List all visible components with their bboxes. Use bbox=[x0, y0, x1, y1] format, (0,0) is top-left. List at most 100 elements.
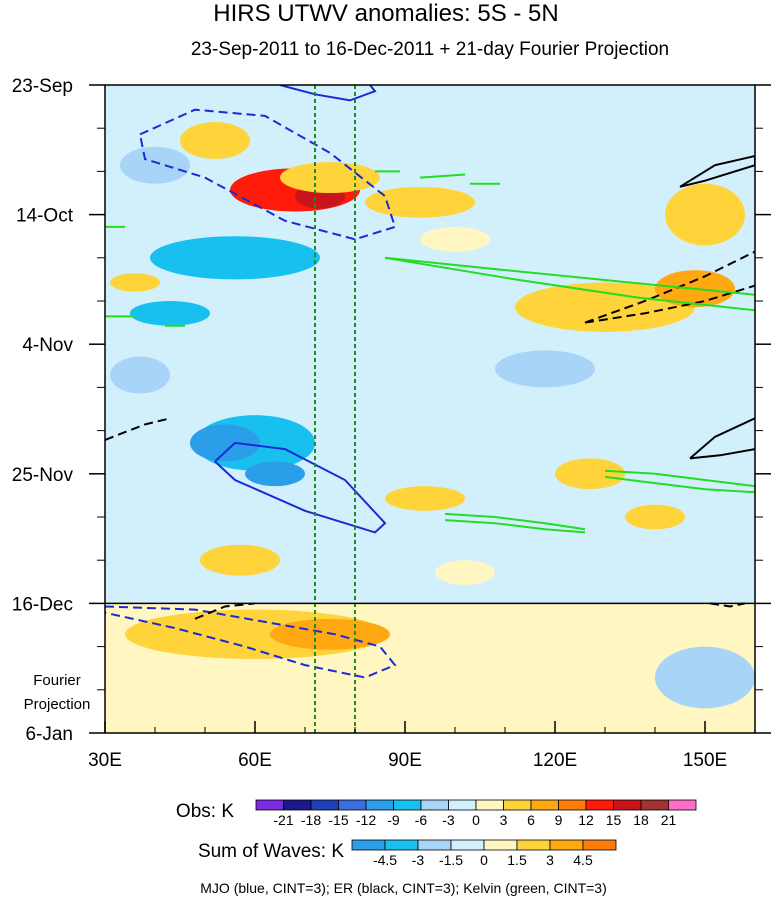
anomaly-blob bbox=[245, 461, 305, 487]
legend-swatch bbox=[558, 799, 587, 811]
anomaly-blob bbox=[150, 236, 320, 280]
legend-swatch bbox=[475, 799, 504, 811]
legend-level-label: 3 bbox=[500, 812, 508, 828]
mjo-contour bbox=[214, 441, 387, 534]
legend-swatch bbox=[450, 839, 485, 851]
mjo-contour bbox=[105, 605, 397, 679]
chart-subtitle: 23-Sep-2011 to 16-Dec-2011 + 21-day Four… bbox=[190, 39, 670, 60]
er-contour bbox=[679, 154, 755, 188]
legend-swatch bbox=[503, 799, 532, 811]
y-tick-label: 23-Sep bbox=[12, 76, 73, 97]
kelvin-contour bbox=[444, 512, 586, 531]
er-contour bbox=[105, 417, 171, 441]
legend-swatch bbox=[448, 799, 477, 811]
legend-swatch bbox=[365, 799, 394, 811]
legend-swatch bbox=[384, 839, 419, 851]
legend-swatch bbox=[549, 839, 584, 851]
er-contour bbox=[194, 602, 256, 620]
legend-swatch bbox=[668, 799, 697, 811]
anomaly-blob bbox=[435, 560, 495, 585]
legend-level-label: 1.5 bbox=[507, 852, 527, 868]
anomaly-blob bbox=[130, 301, 210, 326]
legend-swatch bbox=[393, 799, 422, 811]
legend-level-label: 3 bbox=[546, 852, 554, 868]
projection-label: Fourier bbox=[33, 672, 81, 689]
anomaly-field bbox=[105, 85, 755, 733]
legend-level-label: 0 bbox=[480, 852, 488, 868]
legend-swatch bbox=[613, 799, 642, 811]
chart-footnote: MJO (blue, CINT=3); ER (black, CINT=3); … bbox=[200, 880, 607, 896]
anomaly-blob bbox=[405, 609, 605, 647]
kelvin-contour bbox=[384, 256, 755, 312]
anomaly-blob bbox=[110, 273, 160, 292]
kelvin-contour bbox=[604, 475, 755, 494]
reference-lines bbox=[105, 85, 755, 733]
legend-swatch bbox=[338, 799, 367, 811]
x-tick-label: 30E bbox=[88, 750, 122, 771]
legend-level-label: 0 bbox=[472, 812, 480, 828]
er-contour bbox=[689, 417, 755, 460]
legend-level-label: 12 bbox=[578, 812, 594, 828]
x-tick-label: 60E bbox=[238, 750, 272, 771]
anomaly-blob bbox=[655, 646, 755, 709]
legend-level-label: 9 bbox=[555, 812, 563, 828]
anomaly-blob bbox=[385, 486, 465, 511]
kelvin-contour bbox=[419, 173, 466, 179]
projection-label: Projection bbox=[24, 696, 91, 713]
legend-level-label: -1.5 bbox=[439, 852, 463, 868]
legend-swatch bbox=[516, 839, 551, 851]
legend-swatch bbox=[310, 799, 339, 811]
legend-level-label: 4.5 bbox=[573, 852, 593, 868]
legend-level-label: -21 bbox=[273, 812, 293, 828]
legend-level-label: -18 bbox=[301, 812, 321, 828]
chart-title: HIRS UTWV anomalies: 5S - 5N bbox=[213, 0, 559, 27]
legend-swatch bbox=[283, 799, 312, 811]
legend-level-label: 21 bbox=[661, 812, 677, 828]
er-contour bbox=[689, 448, 755, 460]
legend-level-label: -3 bbox=[442, 812, 455, 828]
legend-swatch bbox=[530, 799, 559, 811]
legend-level-label: 15 bbox=[606, 812, 622, 828]
legend-swatch bbox=[585, 799, 614, 811]
kelvin-contour bbox=[384, 256, 755, 296]
obs-legend: -21 -18 -15 -12 -9 -6 -3 0 3 6 9 12 15 18 21 Obs: K bbox=[176, 799, 697, 828]
legend-level-label: -3 bbox=[412, 852, 425, 868]
legend-level-label: -12 bbox=[356, 812, 376, 828]
anomaly-blob bbox=[515, 282, 695, 332]
plot-frame bbox=[104, 84, 756, 734]
er-contour bbox=[709, 602, 746, 608]
legend-level-label: 18 bbox=[633, 812, 649, 828]
y-tick-label: 16-Dec bbox=[12, 594, 73, 615]
anomaly-blob bbox=[665, 183, 745, 246]
anomaly-blob bbox=[180, 122, 250, 160]
legend-level-label: -15 bbox=[328, 812, 348, 828]
legend-level-label: -9 bbox=[387, 812, 400, 828]
wave-contours bbox=[105, 85, 755, 679]
anomaly-blob bbox=[110, 677, 200, 727]
anomaly-blob bbox=[555, 458, 625, 490]
legend-swatch bbox=[420, 799, 449, 811]
legend-swatch bbox=[417, 839, 452, 851]
er-contour bbox=[584, 250, 755, 324]
y-tick-label: 4-Nov bbox=[22, 335, 73, 356]
anomaly-blob bbox=[110, 356, 170, 394]
legend-level-label: 6 bbox=[527, 812, 535, 828]
legend-level-label: -4.5 bbox=[373, 852, 397, 868]
x-tick-label: 120E bbox=[533, 750, 577, 771]
legend-swatch bbox=[255, 799, 284, 811]
y-tick-label: 25-Nov bbox=[12, 465, 74, 486]
anomaly-blob bbox=[365, 186, 475, 218]
kelvin-contour bbox=[604, 469, 755, 488]
x-tick-label: 90E bbox=[388, 750, 422, 771]
anomaly-blob bbox=[420, 226, 490, 252]
mjo-contour bbox=[279, 85, 377, 102]
legend-title: Sum of Waves: K bbox=[198, 841, 344, 862]
legend-level-label: -6 bbox=[415, 812, 428, 828]
anomaly-blob bbox=[200, 544, 280, 576]
kelvin-contour bbox=[444, 519, 586, 534]
x-tick-label: 150E bbox=[683, 750, 727, 771]
mjo-contour bbox=[139, 108, 397, 241]
waves-legend: -4.5 -3 -1.5 0 1.5 3 4.5 Sum of Waves: K bbox=[198, 839, 617, 868]
legend-swatch bbox=[483, 839, 518, 851]
